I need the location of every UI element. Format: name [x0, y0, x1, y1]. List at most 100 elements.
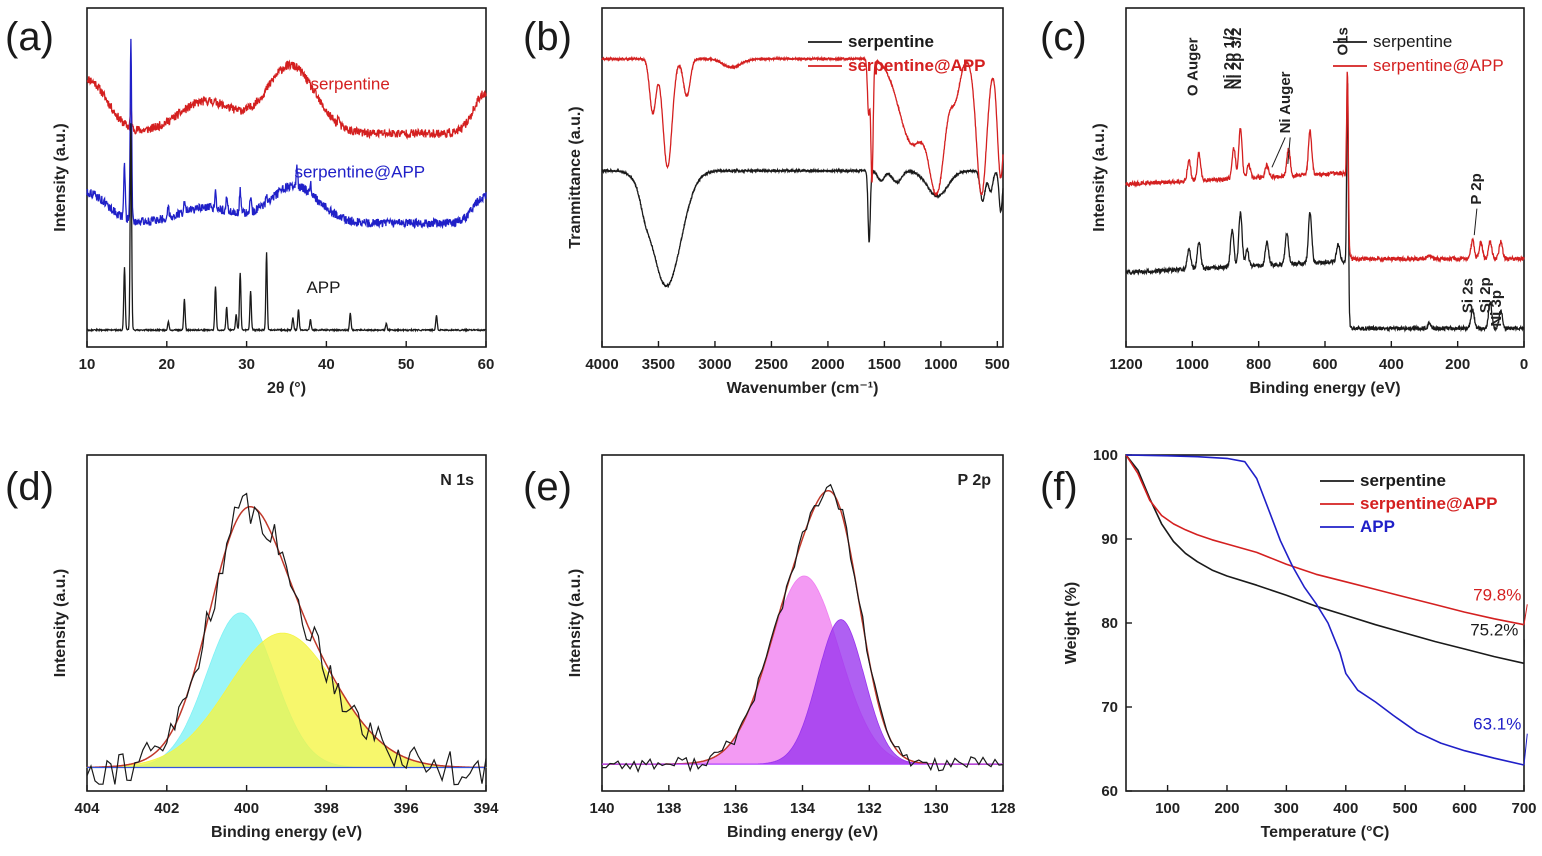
panel-label: (c): [1040, 15, 1087, 59]
series-line: [1125, 82, 1525, 333]
y-tick-label: 100: [1093, 447, 1118, 464]
x-tick-label: 404: [74, 800, 100, 817]
series-line: [1125, 71, 1525, 264]
series-line: [86, 123, 487, 333]
x-tick-label: 1200: [1109, 356, 1142, 373]
x-axis-label: Binding energy (eV): [211, 824, 362, 841]
x-tick-label: 402: [154, 800, 179, 817]
peak-label: O Auger: [1184, 37, 1201, 96]
y-axis-label: Intensity (a.u.): [52, 569, 69, 677]
x-tick-label: 132: [857, 800, 882, 817]
legend-entry: serpentine@APP: [1360, 494, 1498, 513]
x-tick-label: 500: [985, 356, 1010, 373]
y-axis-label: Intensity (a.u.): [567, 569, 584, 677]
x-tick-label: 50: [398, 356, 415, 373]
series-label: serpentine: [310, 74, 389, 93]
fit-envelope: [87, 505, 486, 769]
x-tick-label: 1000: [1176, 356, 1209, 373]
legend-entry: serpentine@APP: [848, 56, 986, 75]
panel-c: (c) 1200 1000 800 600 400 200 0 Binding energy (…: [1040, 7, 1528, 397]
x-tick-label: 398: [314, 800, 339, 817]
panel-e: (e) 140 138 136 134 132 130 128 Binding energy (…: [523, 454, 1016, 841]
x-tick-label: 134: [790, 800, 816, 817]
x-tick-label: 3500: [642, 356, 675, 373]
x-tick-label: 394: [473, 800, 499, 817]
x-tick-label: 400: [234, 800, 259, 817]
raw-data-line: [86, 492, 487, 786]
plot-frame: [601, 7, 1004, 348]
legend-entry: serpentine@APP: [1373, 56, 1504, 75]
panel-a: (a) 10 20 30 40 50 60 2θ (°) Intensity (a.u.) ser…: [5, 7, 494, 397]
x-tick-label: 138: [656, 800, 681, 817]
x-tick-label: 400: [1379, 356, 1404, 373]
x-tick-label: 500: [1393, 800, 1418, 817]
x-tick-label: 600: [1312, 356, 1337, 373]
y-tick-label: 90: [1101, 531, 1118, 548]
x-tick-label: 300: [1274, 800, 1299, 817]
x-tick-label: 3000: [698, 356, 731, 373]
series-line: [601, 55, 1004, 197]
x-axis-label: Binding energy (eV): [727, 824, 878, 841]
x-tick-label: 30: [238, 356, 255, 373]
panel-f: (f) 100 200 300 400 500 600 700 60 70 80 90 100 Tempe…: [1040, 447, 1537, 841]
peak-label: Ni 2p 1/2: [1221, 28, 1238, 90]
x-tick-label: 128: [990, 800, 1015, 817]
y-tick-label: 60: [1101, 783, 1118, 800]
panel-label: (f): [1040, 465, 1078, 509]
series-line: [1125, 454, 1525, 766]
series-label: serpentine@APP: [294, 163, 425, 182]
y-axis-label: Weight (%): [1063, 582, 1080, 664]
x-tick-label: 20: [158, 356, 175, 373]
x-tick-label: 136: [723, 800, 748, 817]
x-tick-label: 200: [1445, 356, 1470, 373]
panel-label: (d): [5, 465, 54, 509]
x-axis-label: Temperature (°C): [1261, 824, 1390, 841]
final-value-label: 79.8%: [1473, 585, 1521, 604]
panel-label: (e): [523, 465, 572, 509]
y-axis-label: Intensity (a.u.): [52, 123, 69, 231]
plot-frame: [86, 7, 487, 348]
legend-entry: APP: [1360, 517, 1395, 536]
x-tick-label: 1000: [924, 356, 957, 373]
leader-line: [1523, 604, 1528, 625]
peak-label: Ni Auger: [1277, 71, 1294, 133]
raw-data-line: [602, 483, 1004, 774]
x-tick-label: 2500: [755, 356, 788, 373]
leader-line: [1271, 137, 1286, 168]
x-tick-label: 4000: [585, 356, 618, 373]
y-axis-label: Intensity (a.u.): [1091, 123, 1108, 231]
series-line: [86, 38, 487, 230]
x-tick-label: 400: [1333, 800, 1358, 817]
y-tick-label: 80: [1101, 615, 1118, 632]
series-line: [1125, 454, 1525, 665]
x-tick-label: 100: [1155, 800, 1180, 817]
legend-entry: serpentine: [848, 32, 934, 51]
legend-entry: serpentine: [1373, 32, 1452, 51]
y-axis-label: Tranmittance (a.u.): [567, 106, 584, 248]
leader-line: [1287, 137, 1291, 164]
x-tick-label: 10: [79, 356, 96, 373]
x-tick-label: 2000: [811, 356, 844, 373]
x-axis-label: 2θ (°): [267, 380, 306, 397]
peak-label: P 2p: [1468, 173, 1485, 204]
leader-line: [1473, 208, 1478, 236]
x-tick-label: 396: [394, 800, 419, 817]
chart-title: N 1s: [440, 472, 474, 489]
chart-title: P 2p: [958, 472, 992, 489]
legend-entry: serpentine: [1360, 471, 1446, 490]
x-tick-label: 0: [1520, 356, 1528, 373]
peak-label: Si 2p: [1477, 277, 1494, 313]
panel-b: (b) 4000 3500 3000 2500 2000 1500 1000 500 Wavenu…: [523, 7, 1010, 397]
peak-label: Si 2s: [1460, 278, 1477, 313]
leader-line: [1523, 733, 1528, 766]
x-axis-label: Binding energy (eV): [1249, 380, 1400, 397]
peak-label: Ni 3p: [1488, 290, 1505, 327]
series-line: [1125, 454, 1525, 626]
x-tick-label: 600: [1452, 800, 1477, 817]
series-line: [601, 167, 1004, 289]
y-tick-label: 70: [1101, 699, 1118, 716]
x-tick-label: 200: [1214, 800, 1239, 817]
x-axis-label: Wavenumber (cm⁻¹): [727, 380, 879, 397]
final-value-label: 63.1%: [1473, 715, 1521, 734]
x-tick-label: 700: [1511, 800, 1536, 817]
